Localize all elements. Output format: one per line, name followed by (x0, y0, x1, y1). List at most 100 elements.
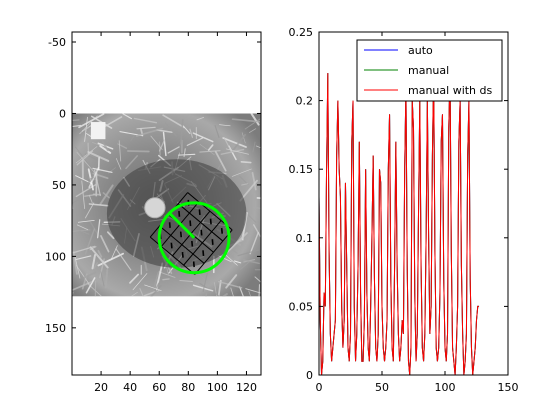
image-axes: 20 40 60 80 100 120 -50 0 50 100 150 (45, 31, 262, 394)
x-tick-label: 60 (152, 381, 166, 394)
straw-stroke (135, 127, 164, 137)
x-tick-label: 40 (123, 381, 137, 394)
image-axes-ticks: 20 40 60 80 100 120 -50 0 50 100 150 (45, 32, 261, 394)
highlight-spot (90, 122, 106, 140)
straw-stroke (115, 158, 122, 170)
straw-stroke (90, 272, 103, 283)
straw-stroke (221, 293, 228, 297)
series-lines (319, 73, 480, 375)
straw-stroke (75, 255, 92, 261)
egg-shape (144, 197, 166, 219)
straw-stroke (214, 150, 227, 172)
straw-stroke (207, 144, 214, 151)
straw-stroke (218, 280, 243, 289)
straw-stroke (233, 260, 242, 264)
straw-stroke (179, 280, 193, 282)
straw-stroke (118, 140, 122, 162)
x-tick-label: 80 (181, 381, 195, 394)
straw-stroke (223, 136, 232, 153)
motion-vector (168, 222, 171, 228)
straw-stroke (87, 150, 110, 162)
straw-stroke (258, 284, 260, 297)
straw-stroke (72, 197, 82, 205)
x-tick-label: 150 (498, 381, 519, 394)
straw-stroke (92, 167, 113, 173)
x-tick-label: 100 (435, 381, 456, 394)
x-tick-label: 0 (316, 381, 323, 394)
straw-stroke (93, 262, 98, 269)
straw-texture (72, 113, 261, 297)
straw-stroke (162, 278, 170, 281)
straw-stroke (75, 265, 90, 285)
straw-stroke (78, 219, 95, 223)
line-axes-frame (318, 31, 509, 376)
straw-stroke (72, 281, 93, 292)
motion-vector (192, 261, 195, 268)
straw-stroke (100, 271, 105, 287)
straw-stroke (152, 272, 160, 290)
legend-label-manual: manual (408, 64, 449, 77)
straw-stroke (226, 232, 248, 254)
straw-stroke (87, 176, 95, 185)
straw-stroke (231, 168, 252, 177)
legend-label-manual-with-ds: manual with ds (408, 84, 493, 97)
straw-stroke (130, 291, 138, 297)
x-tick-label: 100 (207, 381, 228, 394)
straw-stroke (132, 273, 148, 291)
straw-stroke (178, 153, 196, 156)
straw-stroke (255, 145, 261, 149)
straw-stroke (78, 113, 105, 129)
straw-stroke (129, 273, 139, 284)
straw-stroke (72, 119, 80, 121)
straw-stroke (182, 125, 191, 134)
straw-stroke (214, 125, 220, 138)
straw-stroke (72, 178, 75, 188)
grid-line (149, 236, 196, 275)
straw-stroke (72, 245, 96, 254)
straw-stroke (253, 224, 261, 238)
motion-vector (211, 239, 214, 245)
x-tick-label: 50 (375, 381, 389, 394)
tracking-overlay (149, 192, 233, 275)
motion-vector (191, 240, 194, 247)
straw-stroke (244, 118, 261, 130)
straw-stroke (76, 150, 94, 166)
nest-cup-shadow (106, 159, 247, 268)
straw-stroke (100, 235, 110, 253)
straw-stroke (239, 286, 244, 297)
y-tick-label: 0.1 (296, 232, 314, 245)
y-tick-label: 0 (306, 369, 313, 382)
x-tick-label: 120 (236, 381, 257, 394)
motion-vector (209, 218, 212, 225)
straw-stroke (91, 254, 96, 270)
y-tick-label: 50 (52, 179, 66, 192)
straw-stroke (88, 203, 109, 207)
straw-stroke (249, 231, 259, 255)
straw-stroke (81, 180, 86, 210)
line-axes: 0 50 100 150 0 0.05 0.1 0.15 0.2 0.25 auto manual… (289, 26, 519, 394)
straw-stroke (139, 288, 144, 297)
y-tick-label: 0.15 (289, 163, 314, 176)
straw-stroke (84, 202, 95, 219)
straw-stroke (162, 131, 167, 157)
straw-stroke (220, 148, 245, 155)
y-tick-label: -50 (48, 36, 66, 49)
straw-stroke (144, 284, 162, 291)
straw-stroke (76, 224, 89, 231)
straw-stroke (231, 118, 260, 123)
straw-stroke (85, 277, 96, 294)
grid-line (194, 229, 233, 275)
straw-stroke (167, 146, 180, 154)
straw-stroke (150, 135, 163, 150)
straw-stroke (104, 269, 109, 289)
straw-stroke (219, 124, 231, 127)
straw-stroke (237, 249, 260, 257)
straw-stroke (102, 116, 123, 129)
straw-stroke (192, 284, 214, 292)
legend: auto manual manual with ds (356, 39, 503, 102)
straw-stroke (217, 279, 222, 297)
straw-stroke (78, 229, 90, 235)
straw-stroke (164, 122, 177, 137)
nest-photo (72, 113, 261, 297)
